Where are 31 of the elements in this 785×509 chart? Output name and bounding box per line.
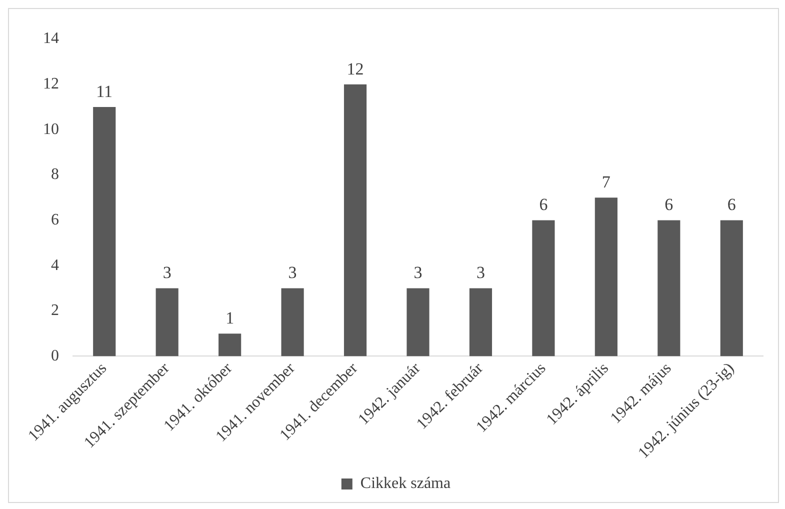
bar — [281, 288, 304, 356]
bar — [532, 220, 555, 356]
data-label: 6 — [539, 195, 548, 214]
bar — [218, 334, 242, 356]
y-tick-label: 0 — [51, 347, 59, 364]
y-tick-label: 6 — [51, 211, 59, 228]
data-label: 1 — [226, 308, 234, 328]
y-tick-label: 4 — [51, 256, 59, 274]
data-label: 7 — [602, 172, 611, 192]
data-label: 11 — [96, 82, 113, 101]
data-label: 6 — [664, 195, 674, 214]
data-label: 3 — [162, 263, 172, 282]
y-tick-label: 12 — [43, 76, 59, 93]
bar — [658, 220, 680, 356]
y-tick-label: 8 — [51, 166, 59, 184]
bar — [469, 288, 492, 356]
legend-label: Cikkek száma — [360, 475, 451, 492]
bar — [594, 198, 618, 356]
y-tick-label: 14 — [43, 30, 59, 48]
bar — [406, 288, 430, 356]
data-label: 3 — [288, 263, 297, 282]
data-label: 12 — [346, 59, 364, 78]
data-label: 3 — [476, 263, 485, 282]
bar — [156, 288, 178, 356]
bar — [720, 220, 743, 356]
data-label: 6 — [727, 195, 736, 214]
data-label: 3 — [414, 263, 422, 282]
y-tick-label: 10 — [43, 120, 59, 138]
y-tick-label: 2 — [51, 302, 59, 320]
bar — [93, 106, 116, 356]
bar — [344, 84, 367, 356]
